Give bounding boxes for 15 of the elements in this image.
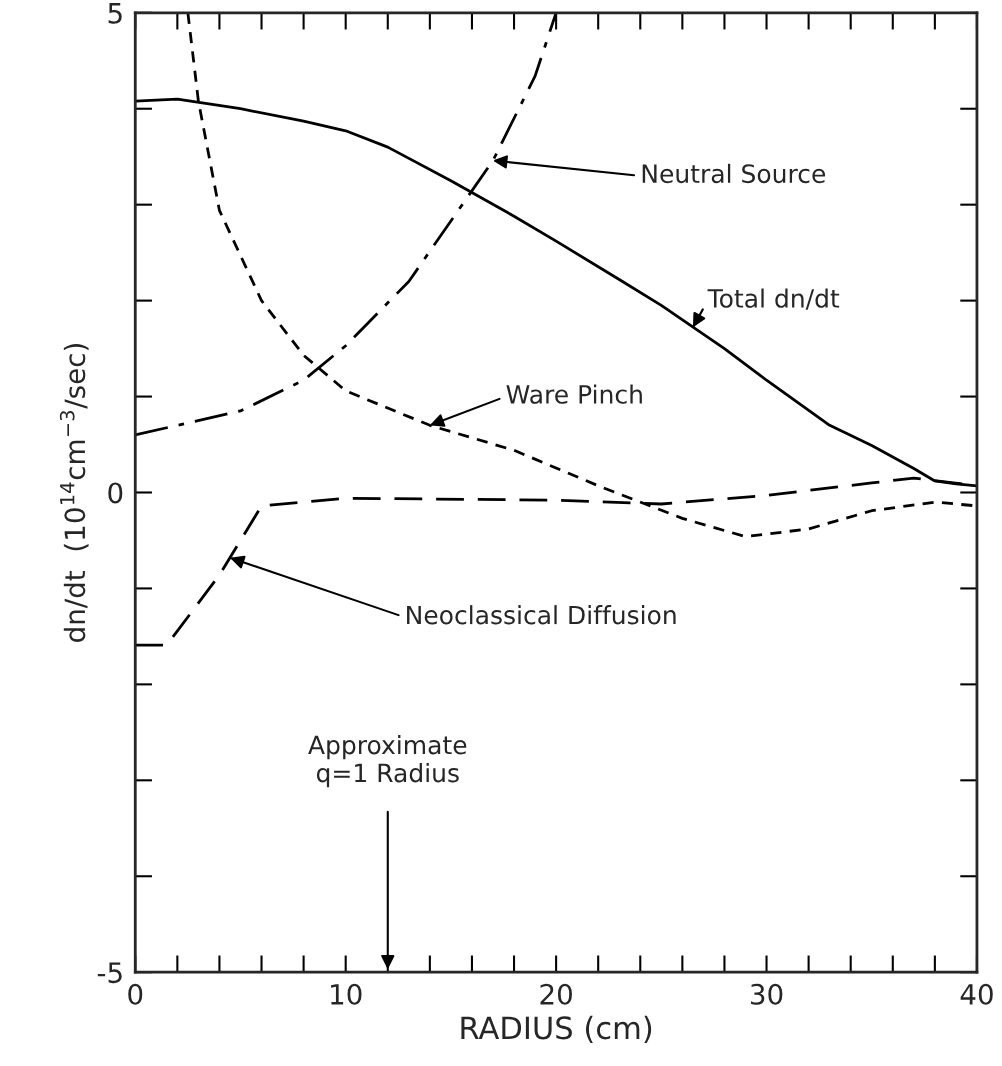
annotation: Approximate q=1 Radius <box>308 735 467 788</box>
annotation: Neutral Source <box>642 163 826 184</box>
x-tick-label: 30 <box>750 983 783 1005</box>
x-tick-label: 20 <box>540 983 572 1005</box>
x-axis-title: RADIUS (cm) <box>461 1015 652 1043</box>
annotation: Ware Pinch <box>506 384 642 404</box>
annotation: Total dn/dt <box>707 288 840 310</box>
annotation: Neoclassical Diffusion <box>407 605 676 625</box>
x-tick-label: 40 <box>960 983 993 1005</box>
y-tick-label: 5 <box>108 3 122 24</box>
x-tick-label: 0 <box>128 983 143 1005</box>
y-tick-label: 0 <box>108 482 123 504</box>
y-tick-label: -5 <box>97 962 122 984</box>
x-tick-label: 10 <box>331 983 362 1005</box>
y-axis-title: dn/dt (10$^{14}$cm$^{−3}$/sec) <box>59 344 89 642</box>
